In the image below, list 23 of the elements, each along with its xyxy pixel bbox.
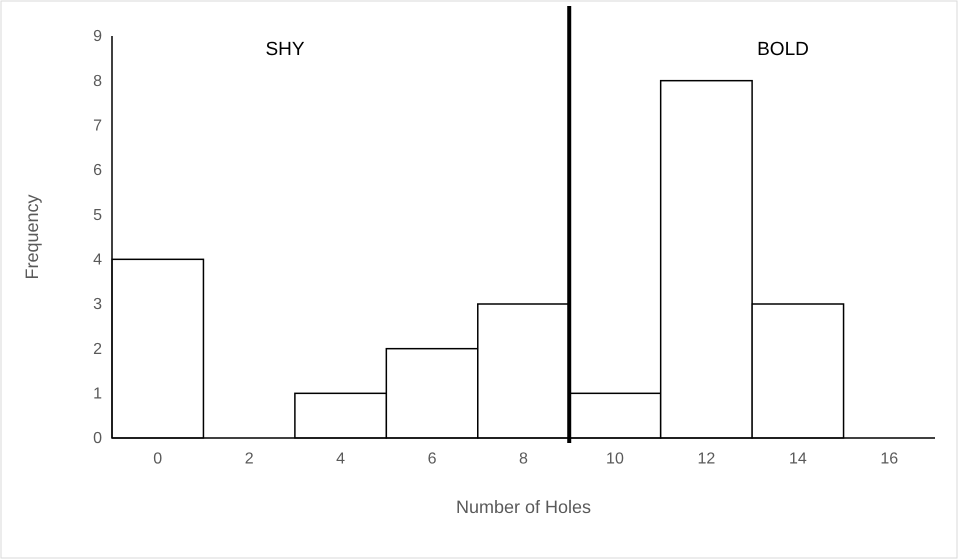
annotation: SHY: [265, 39, 305, 60]
x-tick-label: 12: [697, 450, 716, 468]
y-tick-label: 9: [93, 28, 102, 46]
y-tick-label: 0: [93, 430, 102, 448]
y-tick-label: 8: [93, 72, 102, 90]
x-tick-label: 4: [336, 450, 346, 468]
y-axis-title: Frequency: [22, 194, 42, 280]
y-tick-label: 7: [93, 117, 102, 134]
x-tick-label: 6: [428, 450, 437, 468]
y-tick-label: 5: [93, 206, 102, 224]
y-tick-label: 3: [93, 296, 102, 314]
y-tick-label: 1: [93, 385, 102, 402]
y-tick-label: 4: [93, 251, 102, 268]
y-tick-label: 6: [93, 162, 102, 180]
x-axis-title: Number of Holes: [456, 497, 592, 517]
x-tick-label: 0: [153, 450, 162, 468]
y-tick-label: 2: [93, 340, 102, 358]
x-tick-label: 8: [519, 450, 528, 468]
annotation: BOLD: [757, 39, 809, 60]
x-tick-label: 16: [880, 450, 898, 468]
x-tick-label: 10: [606, 450, 624, 468]
x-tick-label: 2: [244, 450, 254, 468]
x-tick-label: 14: [788, 450, 807, 468]
